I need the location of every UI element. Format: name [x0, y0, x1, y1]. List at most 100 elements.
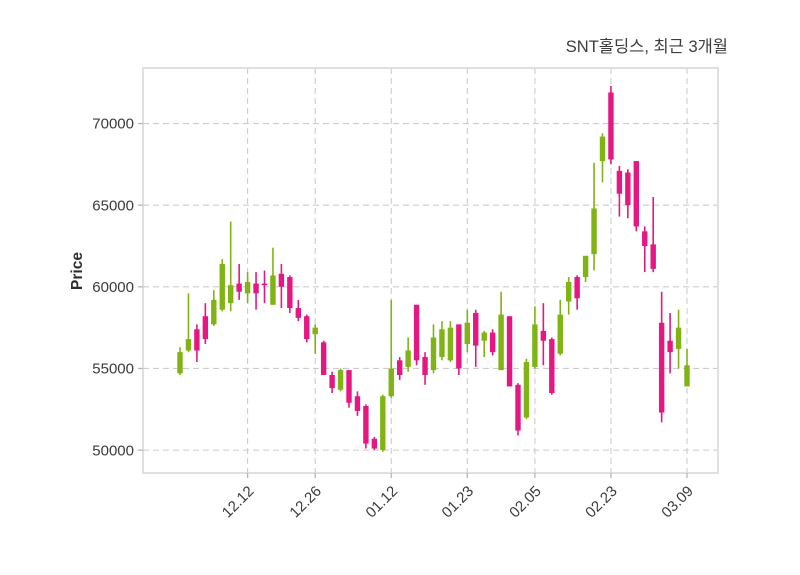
- candle-body: [642, 231, 648, 247]
- candle-body: [439, 329, 445, 358]
- plot-area: 50000 55000 60000 65000 70000 12.12 12.26 01.12…: [92, 67, 719, 522]
- candle-body: [278, 273, 285, 287]
- candle-up: [498, 291, 504, 371]
- candle-body: [650, 244, 656, 269]
- candle-body: [295, 308, 301, 318]
- candle-body: [523, 361, 530, 418]
- candle-down: [650, 197, 656, 273]
- candle-body: [591, 208, 597, 255]
- candle-body: [498, 314, 504, 371]
- candle-body: [557, 314, 563, 354]
- candle-body: [371, 438, 378, 449]
- candle-down: [422, 352, 428, 385]
- candle-down: [320, 340, 327, 376]
- candle-body: [354, 396, 361, 411]
- candle-down: [489, 329, 496, 356]
- x-tick-label: 01.12: [363, 483, 402, 522]
- y-axis-title: Price: [69, 252, 86, 290]
- candle-body: [447, 327, 454, 361]
- candle-body: [473, 312, 479, 346]
- candle-body: [582, 255, 589, 278]
- candle-down: [658, 291, 665, 423]
- candle-up: [211, 290, 217, 327]
- x-tick-label: 03.09: [658, 483, 697, 522]
- candle-down: [397, 357, 403, 380]
- candle-body: [540, 330, 547, 341]
- candle-up: [388, 299, 394, 398]
- candle-up: [380, 394, 386, 452]
- candle-up: [405, 337, 411, 372]
- y-tick-label: 70000: [92, 116, 134, 133]
- candle-down: [354, 391, 361, 416]
- candle-body: [506, 316, 513, 387]
- plot-border: [142, 67, 719, 474]
- candle-body: [185, 339, 192, 351]
- candle-up: [447, 321, 454, 362]
- candle-down: [236, 263, 242, 300]
- candle-down: [287, 275, 293, 313]
- candle-down: [549, 337, 555, 395]
- candle-body: [337, 370, 344, 390]
- candle-up: [312, 324, 318, 354]
- candle-up: [177, 347, 183, 376]
- candle-body: [422, 357, 428, 376]
- candle-up: [337, 368, 344, 392]
- candle-body: [397, 360, 403, 376]
- candle-up: [675, 309, 682, 369]
- candle-up: [185, 293, 192, 353]
- gridlines: [143, 68, 718, 473]
- candle-up: [582, 255, 589, 282]
- candle-down: [261, 270, 268, 304]
- candle-body: [320, 342, 327, 376]
- candle-body: [261, 283, 268, 286]
- candle-body: [228, 285, 234, 304]
- candle-body: [244, 281, 251, 294]
- x-tick-label: 02.05: [506, 483, 545, 522]
- candle-down: [633, 161, 639, 232]
- candle-up: [244, 272, 251, 304]
- candle-body: [413, 304, 420, 361]
- candle-body: [380, 396, 386, 451]
- x-tick-label: 02.23: [582, 483, 621, 522]
- x-tick-label: 12.12: [219, 483, 258, 522]
- candle-body: [633, 161, 639, 227]
- candle-down: [295, 299, 301, 322]
- candle-down: [329, 371, 335, 393]
- candle-body: [456, 324, 462, 369]
- candle-down: [515, 383, 521, 436]
- candle-up: [557, 299, 563, 356]
- x-tick-label: 12.26: [286, 483, 325, 522]
- candle-up: [430, 324, 437, 374]
- candle-up: [684, 348, 690, 387]
- candle-up: [599, 133, 606, 183]
- y-tick-label: 60000: [92, 279, 134, 296]
- candle-body: [388, 368, 394, 397]
- candle-down: [574, 275, 580, 310]
- candle-down: [616, 165, 623, 217]
- candle-up: [566, 277, 572, 315]
- candle-up: [270, 247, 276, 305]
- candle-down: [667, 312, 673, 374]
- candle-up: [464, 309, 470, 353]
- chart-title: SNT홀딩스, 최근 3개월: [566, 37, 728, 56]
- candle-down: [473, 309, 479, 367]
- candle-body: [312, 327, 318, 335]
- candle-body: [599, 136, 606, 162]
- candle-body: [608, 92, 614, 160]
- candle-body: [566, 281, 572, 302]
- candles: [177, 85, 690, 452]
- candle-body: [684, 365, 690, 387]
- candle-body: [304, 316, 310, 340]
- candle-body: [481, 332, 487, 341]
- candle-body: [616, 170, 623, 194]
- candle-body: [549, 339, 555, 393]
- candle-down: [363, 404, 369, 449]
- candle-down: [346, 370, 352, 408]
- candle-up: [228, 221, 234, 312]
- candle-body: [430, 337, 437, 371]
- candle-up: [532, 306, 538, 369]
- candle-down: [413, 304, 420, 366]
- axis-ticks: 50000 55000 60000 65000 70000 12.12 12.26 01.12…: [92, 116, 697, 522]
- candle-body: [532, 324, 538, 367]
- candle-body: [574, 277, 580, 299]
